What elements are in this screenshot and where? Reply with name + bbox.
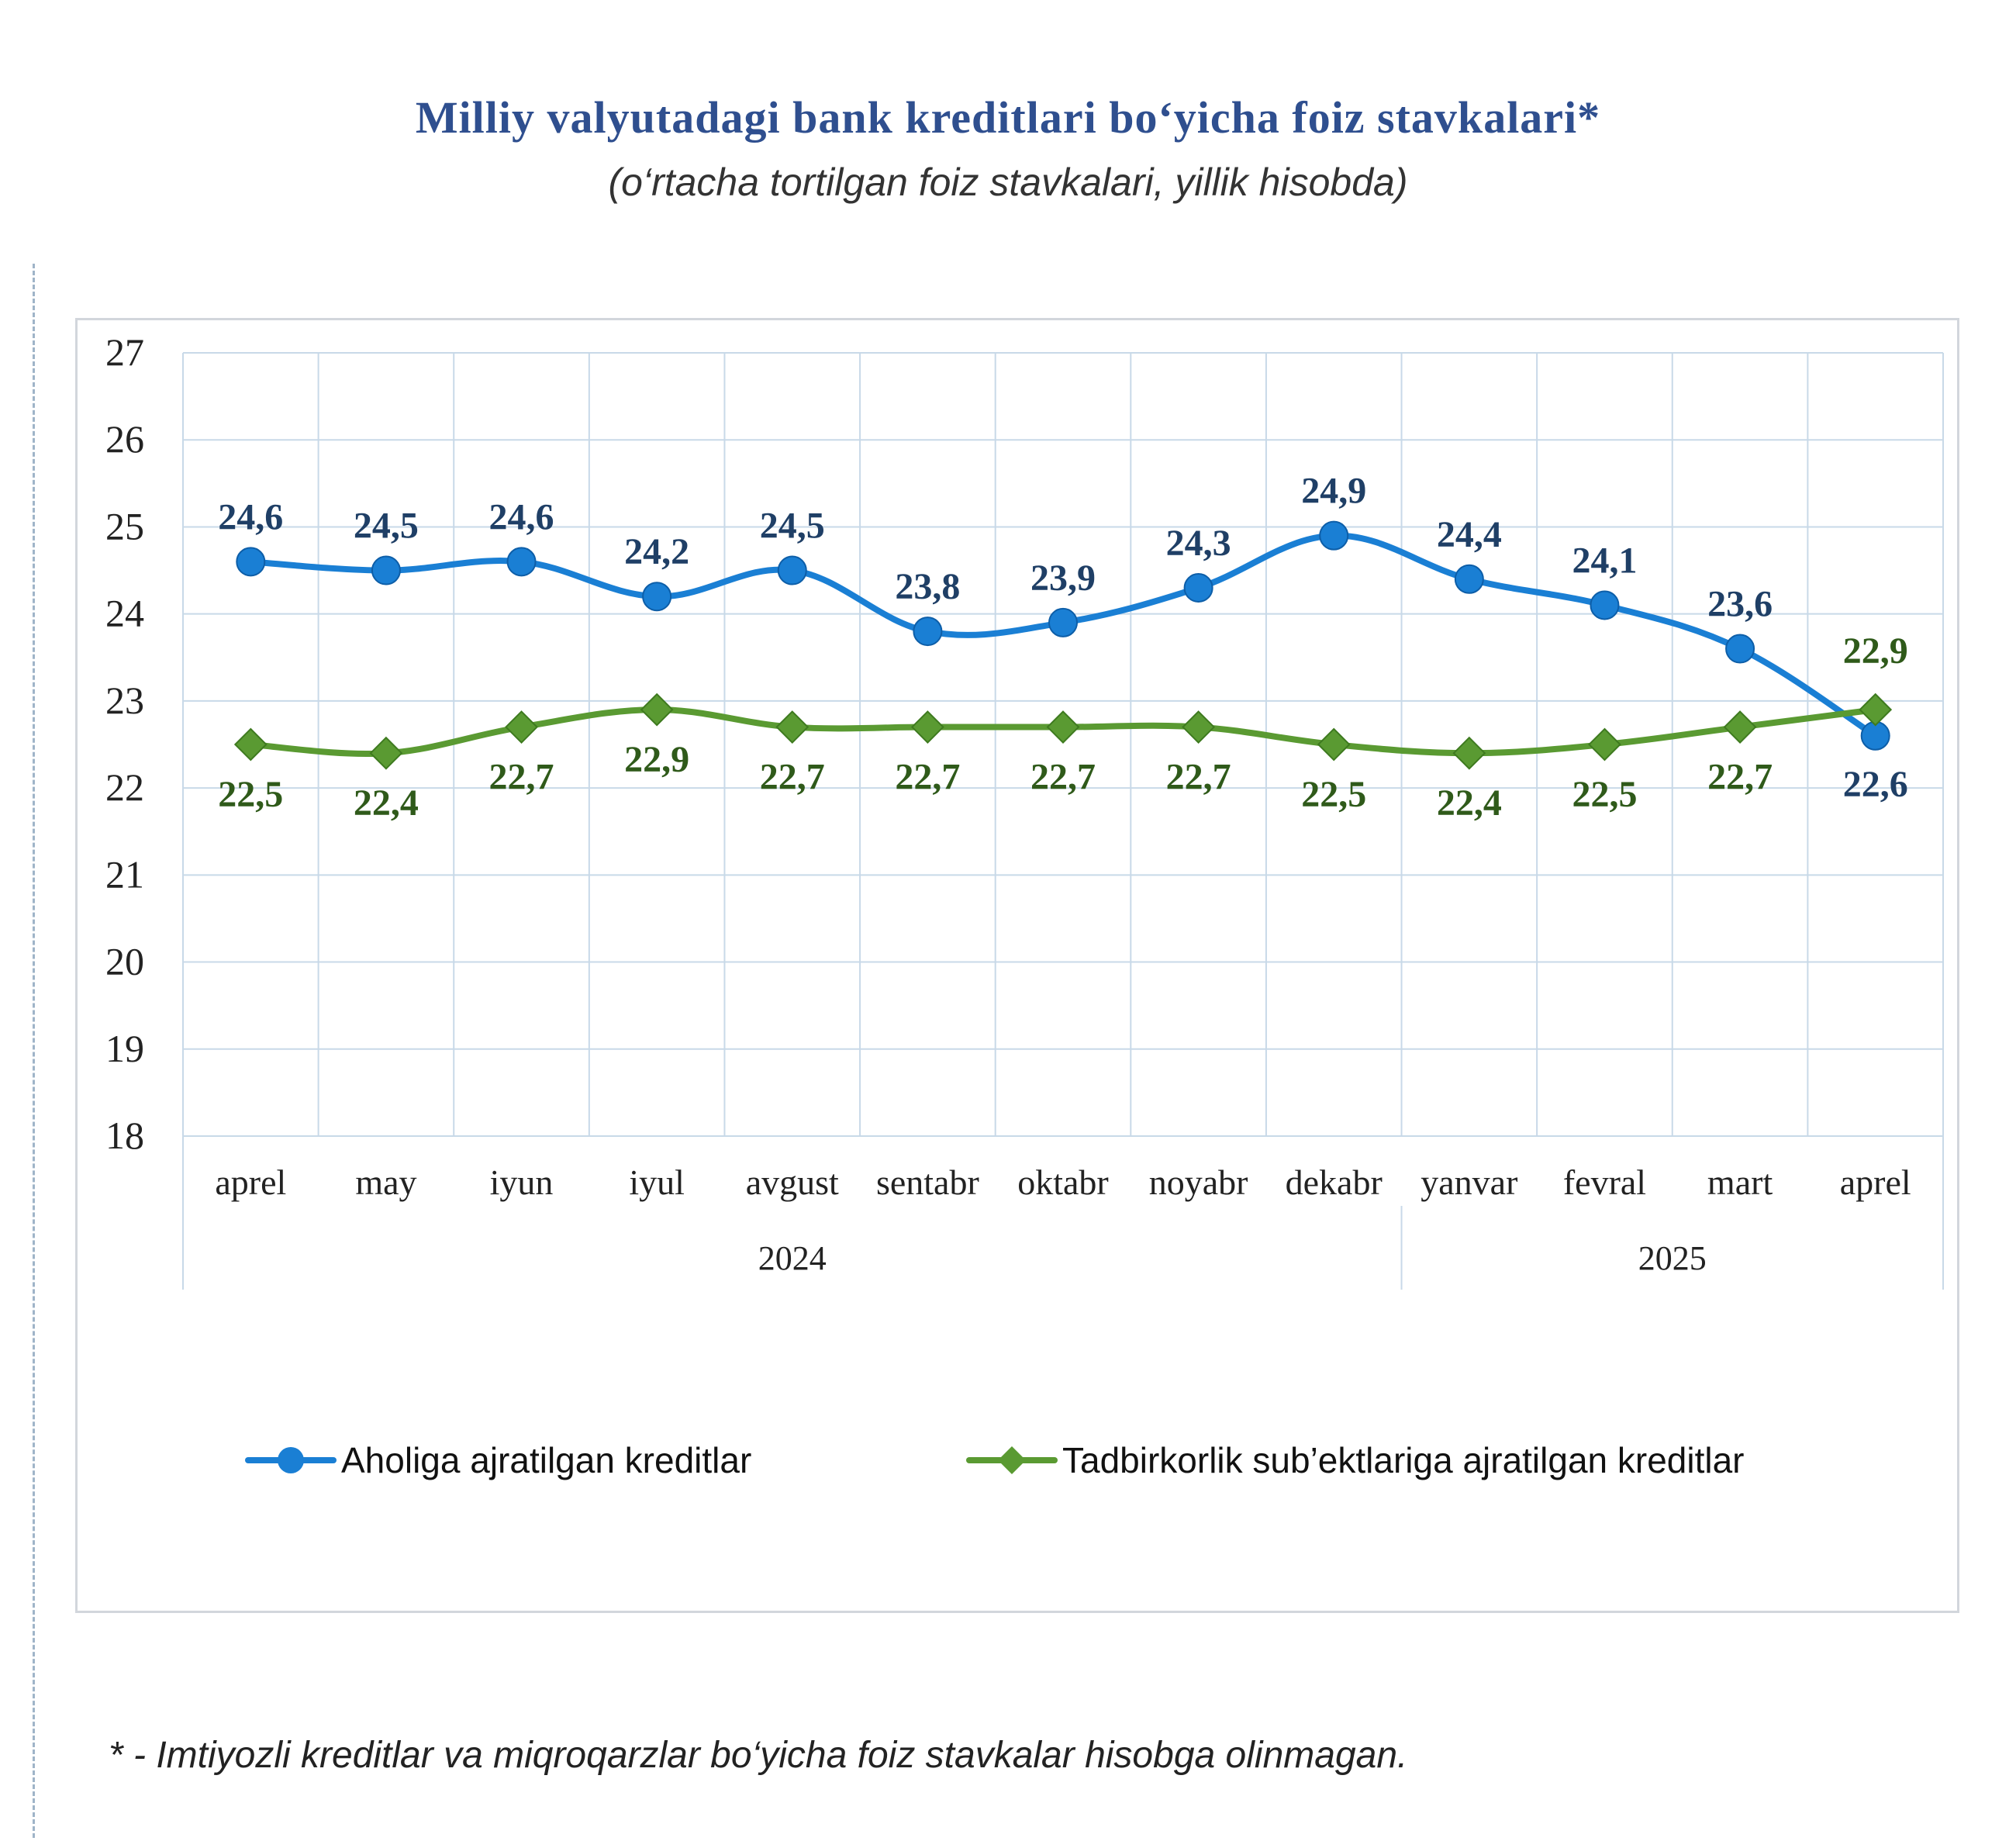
x-tick-label: dekabr [1286,1162,1383,1202]
x-tick-label: iyun [490,1162,554,1202]
data-label-aholi: 24,5 [354,506,419,547]
y-tick-label: 20 [105,940,144,983]
data-point-tadbirkor [233,727,268,762]
data-point-tadbirkor [1452,736,1486,770]
data-label-aholi: 24,6 [218,496,283,537]
data-label-tadbirkor: 22,5 [1572,774,1637,815]
chart-title: Milliy valyutadagi bank kreditlari bo‘yi… [415,92,1601,143]
data-label-aholi: 24,5 [760,506,825,547]
y-tick-label: 26 [105,417,144,461]
data-label-aholi: 24,4 [1437,514,1502,555]
x-tick-label: may [355,1162,416,1202]
data-label-aholi: 24,9 [1301,471,1366,512]
data-label-aholi: 24,1 [1572,540,1637,581]
data-label-tadbirkor: 22,7 [1707,757,1773,798]
data-label-aholi: 22,6 [1843,764,1908,805]
y-tick-label: 27 [105,330,144,374]
year-label: 2025 [1638,1239,1707,1277]
x-tick-label: aprel [215,1162,286,1202]
data-point-tadbirkor [1046,710,1080,744]
data-point-aholi [777,555,807,585]
data-label-tadbirkor: 22,9 [1843,630,1908,672]
y-tick-label: 19 [105,1027,144,1070]
data-label-tadbirkor: 22,5 [218,774,283,815]
y-tick-label: 24 [105,592,144,635]
data-point-aholi [1590,590,1620,620]
x-tick-label: mart [1707,1162,1773,1202]
legend-label-tadbirkor: Tadbirkorlik sub’ektlariga ajratilgan kr… [1062,1440,1745,1480]
data-point-aholi [236,547,266,577]
year-label: 2024 [758,1239,827,1277]
y-tick-label: 21 [105,852,144,896]
data-point-tadbirkor [910,710,944,744]
data-point-tadbirkor [1588,727,1621,762]
data-label-tadbirkor: 22,9 [624,739,689,780]
page-margin-dashed-line [33,264,35,1838]
legend-marker-aholi [278,1447,304,1473]
data-label-tadbirkor: 22,7 [489,757,554,798]
x-tick-label: yanvar [1421,1162,1517,1202]
x-tick-label: fevral [1563,1162,1646,1202]
data-point-aholi [1048,607,1078,637]
data-point-aholi [506,547,537,577]
data-point-aholi [1319,520,1349,551]
data-point-tadbirkor [1182,710,1216,744]
data-point-tadbirkor [1859,693,1893,727]
data-label-tadbirkor: 22,4 [1437,782,1502,824]
data-label-tadbirkor: 22,4 [354,782,419,824]
data-label-tadbirkor: 22,7 [895,757,960,798]
y-tick-label: 25 [105,504,144,547]
data-label-aholi: 23,6 [1707,584,1773,625]
data-point-aholi [1183,573,1213,603]
data-label-aholi: 24,3 [1166,523,1231,564]
x-tick-label: noyabr [1149,1162,1248,1202]
x-tick-label: iyul [629,1162,685,1202]
x-tick-label: aprel [1840,1162,1911,1202]
data-label-tadbirkor: 22,7 [1030,757,1096,798]
data-point-tadbirkor [1723,710,1757,744]
data-point-tadbirkor [505,710,538,744]
data-label-aholi: 23,9 [1030,558,1096,599]
data-label-aholi: 24,6 [489,496,554,537]
data-point-aholi [913,617,943,647]
data-point-aholi [642,582,672,612]
data-point-aholi [371,555,401,585]
data-label-tadbirkor: 22,5 [1301,774,1366,815]
data-label-tadbirkor: 22,7 [760,757,825,798]
y-tick-label: 18 [105,1114,144,1157]
data-label-aholi: 23,8 [895,566,960,607]
data-point-tadbirkor [775,710,810,744]
data-point-aholi [1725,634,1755,664]
line-chart: 18 19 20 21 22 23 24 25 26 27 aprel may iyun iyul avgu… [105,330,1944,1480]
data-point-tadbirkor [369,736,403,770]
data-label-tadbirkor: 22,7 [1166,757,1231,798]
legend-label-aholi: Aholiga ajratilgan kreditlar [341,1440,751,1480]
x-tick-label: oktabr [1017,1162,1109,1202]
y-tick-label: 22 [105,765,144,809]
x-tick-label: avgust [746,1162,839,1202]
legend-marker-tadbirkor [998,1446,1026,1474]
footnote: * - Imtiyozli kreditlar va miqroqarzlar … [109,1735,1408,1776]
data-point-tadbirkor [1317,727,1351,762]
chart-subtitle: (o‘rtacha tortilgan foiz stavkalari, yil… [608,161,1408,204]
x-tick-label: sentabr [876,1162,979,1202]
data-point-aholi [1454,564,1484,594]
data-point-tadbirkor [640,693,674,727]
chart-frame: 18 19 20 21 22 23 24 25 26 27 aprel may iyun iyul avgu… [75,318,1959,1613]
data-label-aholi: 24,2 [624,531,689,572]
y-tick-label: 23 [105,679,144,722]
